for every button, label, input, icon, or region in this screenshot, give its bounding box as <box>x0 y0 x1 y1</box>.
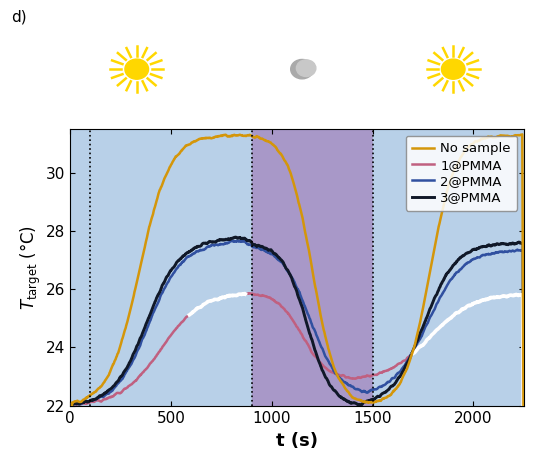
No sample <box>144 236 150 242</box>
No sample <box>315 297 321 303</box>
3@PMMA <box>264 246 271 252</box>
Line: No sample: No sample <box>70 135 524 461</box>
2@PMMA <box>264 249 271 255</box>
No sample <box>220 132 226 138</box>
2@PMMA <box>306 313 312 319</box>
Line: 2@PMMA: 2@PMMA <box>70 241 524 461</box>
3@PMMA <box>220 237 226 243</box>
3@PMMA <box>127 358 133 364</box>
Text: d): d) <box>11 9 26 24</box>
Line: 1@PMMA: 1@PMMA <box>70 293 524 461</box>
Bar <box>252 129 373 406</box>
Y-axis label: $T_{\rm target}$ (°C): $T_{\rm target}$ (°C) <box>19 225 43 310</box>
Bar <box>373 129 524 406</box>
Legend: No sample, 1@PMMA, 2@PMMA, 3@PMMA: No sample, 1@PMMA, 2@PMMA, 3@PMMA <box>406 136 517 211</box>
1@PMMA <box>127 382 133 388</box>
1@PMMA <box>246 290 252 296</box>
Line: 3@PMMA: 3@PMMA <box>70 237 524 461</box>
2@PMMA <box>220 242 226 247</box>
1@PMMA <box>144 366 150 371</box>
No sample <box>305 246 312 252</box>
X-axis label: t (s): t (s) <box>276 432 318 450</box>
3@PMMA <box>315 357 322 363</box>
No sample <box>264 138 270 144</box>
2@PMMA <box>315 337 322 343</box>
1@PMMA <box>220 295 226 300</box>
2@PMMA <box>127 362 133 368</box>
1@PMMA <box>264 295 271 300</box>
3@PMMA <box>232 234 239 240</box>
3@PMMA <box>306 328 312 334</box>
1@PMMA <box>315 357 322 363</box>
1@PMMA <box>306 344 312 349</box>
2@PMMA <box>144 327 150 333</box>
3@PMMA <box>144 320 150 325</box>
No sample <box>127 307 133 313</box>
No sample <box>519 132 525 137</box>
2@PMMA <box>234 238 240 243</box>
Bar <box>70 129 252 406</box>
